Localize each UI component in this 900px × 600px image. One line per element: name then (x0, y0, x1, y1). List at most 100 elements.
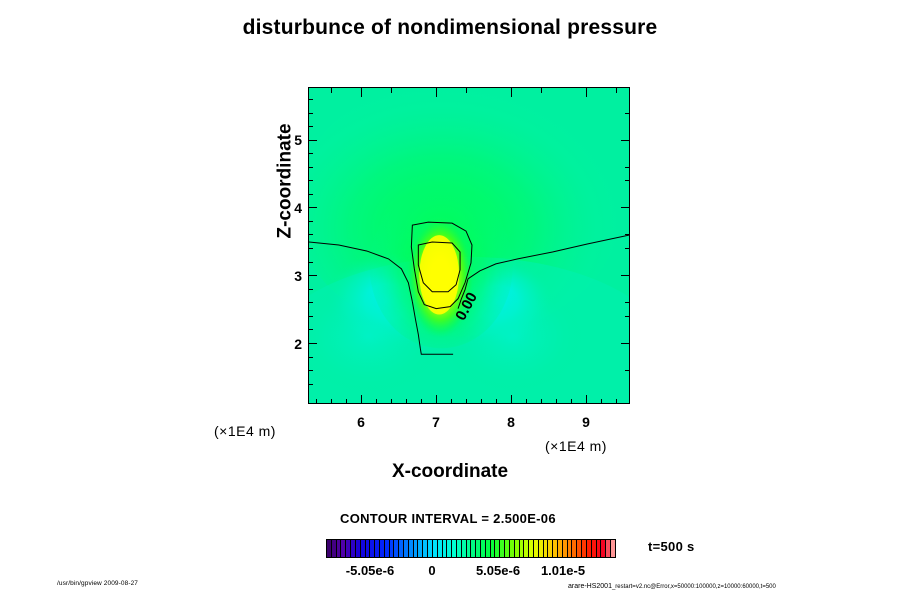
x-minor-tick-top (616, 88, 617, 93)
y-minor-tick-right (625, 180, 630, 181)
y-minor-tick (308, 99, 313, 100)
colorbar-band (461, 540, 467, 557)
x-tick-label: 6 (357, 414, 365, 430)
colorbar-band (577, 540, 583, 557)
x-major-tick-top (511, 88, 512, 97)
colorbar-tick-label: -5.05e-6 (345, 563, 395, 578)
colorbar-band (538, 540, 544, 557)
colorbar-band (327, 540, 332, 557)
colorbar-band (442, 540, 448, 557)
colorbar-band (404, 540, 409, 557)
contour-interval-label: CONTOUR INTERVAL = 2.500E-06 (340, 511, 556, 526)
y-major-tick-right (621, 275, 630, 276)
x-minor-tick-top (331, 88, 332, 93)
page-title: disturbunce of nondimensional pressure (242, 16, 658, 39)
colorbar-band (548, 540, 554, 557)
colorbar-band (370, 540, 376, 557)
y-major-tick (308, 275, 317, 276)
colorbar-band (586, 540, 592, 557)
time-label: t=500 s (648, 539, 695, 554)
colorbar-band (524, 540, 530, 557)
x-minor-tick (391, 399, 392, 404)
x-major-tick (586, 395, 587, 404)
colorbar-band (610, 540, 615, 557)
colorbar-tick-label: 5.05e-6 (475, 563, 521, 578)
colorbar-band (485, 540, 491, 557)
x-minor-tick (481, 399, 482, 404)
y-major-tick (308, 207, 317, 208)
colorbar-band (471, 540, 477, 557)
colorbar-band (596, 540, 602, 557)
x-major-tick-top (586, 88, 587, 97)
y-minor-tick (308, 357, 313, 358)
y-minor-tick (308, 194, 313, 195)
colorbar-band (519, 540, 525, 557)
x-minor-tick (451, 399, 452, 404)
colorbar-band (447, 540, 453, 557)
x-minor-tick (466, 399, 467, 404)
colorbar-band (379, 540, 385, 557)
colorbar-band (500, 540, 506, 557)
colorbar-band (418, 540, 424, 557)
y-minor-tick-right (625, 316, 630, 317)
colorbar-band (476, 540, 481, 557)
x-major-tick (436, 395, 437, 404)
y-minor-tick (308, 113, 313, 114)
colorbar-band (336, 540, 342, 557)
y-minor-tick (308, 370, 313, 371)
colorbar-band (572, 540, 578, 557)
footer-right-main: arare-HS2001 (568, 583, 612, 590)
y-major-tick-right (621, 140, 630, 141)
y-minor-tick (308, 262, 313, 263)
x-tick-label: 7 (432, 414, 440, 430)
x-minor-tick (526, 399, 527, 404)
colorbar[interactable] (326, 539, 616, 558)
x-minor-tick (541, 399, 542, 404)
x-minor-tick (556, 399, 557, 404)
y-minor-tick-right (625, 248, 630, 249)
colorbar-band (514, 540, 520, 557)
x-minor-tick (601, 399, 602, 404)
colorbar-band (437, 540, 443, 557)
colorbar-band (394, 540, 400, 557)
colorbar-tick-label: 0 (428, 563, 436, 578)
y-tick-label: 3 (294, 268, 302, 284)
y-tick-label: 4 (294, 200, 302, 216)
colorbar-band (375, 540, 380, 557)
colorbar-band (413, 540, 419, 557)
colorbar-band (399, 540, 404, 557)
colorbar-band (591, 540, 597, 557)
y-minor-tick (308, 329, 313, 330)
y-minor-tick (308, 167, 313, 168)
colorbar-band (384, 540, 390, 557)
x-minor-tick (496, 399, 497, 404)
colorbar-band (543, 540, 549, 557)
y-major-tick (308, 140, 317, 141)
colorbar-band (558, 540, 563, 557)
y-minor-tick (308, 289, 313, 290)
footer-right-sub: _restart=v2.nc@Error,x=50000:100000,z=10… (611, 584, 776, 590)
colorbar-band (428, 540, 433, 557)
x-major-tick (361, 395, 362, 404)
x-minor-tick (571, 399, 572, 404)
y-minor-tick (308, 126, 313, 127)
x-minor-tick (616, 399, 617, 404)
colorbar-band (365, 540, 371, 557)
colorbar-band (341, 540, 347, 557)
x-minor-tick-top (391, 88, 392, 93)
contour-field (309, 88, 629, 403)
y-major-tick-right (621, 343, 630, 344)
colorbar-band (360, 540, 366, 557)
colorbar-band (389, 540, 395, 557)
colorbar-band (331, 540, 337, 557)
colorbar-band (505, 540, 510, 557)
y-minor-tick (308, 180, 313, 181)
y-minor-tick-right (625, 113, 630, 114)
colorbar-band (582, 540, 587, 557)
x-tick-label: 8 (507, 414, 515, 430)
colorbar-band (567, 540, 573, 557)
colorbar-band (346, 540, 352, 557)
colorbar-band (355, 540, 361, 557)
x-minor-tick (331, 399, 332, 404)
colorbar-band (408, 540, 414, 557)
